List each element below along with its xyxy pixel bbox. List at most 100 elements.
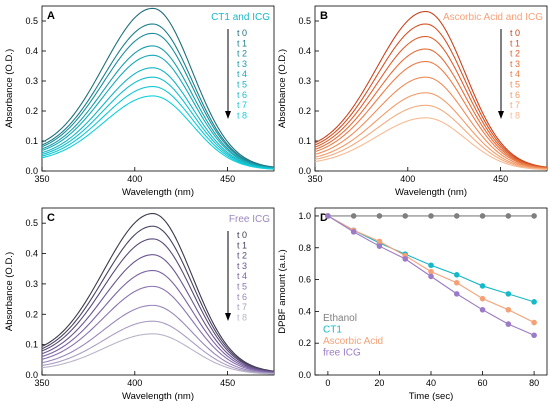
y-tick-label: 0.2 — [298, 106, 311, 116]
time-label: t 1 — [237, 38, 247, 48]
spectrum-line-6 — [41, 304, 275, 374]
time-label: t 6 — [510, 90, 520, 100]
time-label: t 3 — [237, 59, 247, 69]
spectrum-line-2 — [41, 32, 275, 169]
time-label: t 3 — [510, 59, 520, 69]
y-tick-label: 0.4 — [25, 249, 38, 259]
spectrum-line-1 — [41, 225, 275, 372]
spectrum-line-8 — [41, 95, 275, 170]
panel-c: 350 400 450 0.0 0.1 0.2 0.3 0.4 0.5 Wavelength (n… — [4, 207, 275, 402]
panel-d: 0 20 40 60 80 0.0 0.2 0.4 0.6 0.8 1.0 Time (sec) DPB… — [277, 207, 548, 402]
y-tick-label: 0.4 — [298, 306, 311, 316]
data-point — [453, 213, 460, 219]
data-point — [505, 321, 512, 327]
panel-a: 350 400 450 0.0 0.1 0.2 0.3 0.4 0.5 Wavelength (n… — [4, 5, 275, 198]
time-label: t 8 — [237, 110, 247, 120]
spectrum-line-4 — [314, 60, 548, 169]
time-label: t 4 — [510, 69, 520, 79]
data-point — [505, 213, 512, 219]
data-point — [428, 268, 434, 275]
y-tick-label: 0.4 — [298, 46, 311, 56]
legend-entry: free ICG — [323, 348, 361, 359]
time-label: t 0 — [510, 28, 520, 38]
data-point — [531, 213, 537, 219]
time-label: t 7 — [237, 302, 247, 312]
time-label: t 0 — [237, 28, 247, 38]
y-axis-label: Absorbance (O.D.) — [277, 49, 288, 128]
data-point — [505, 306, 512, 313]
x-tick-label: 40 — [426, 378, 436, 388]
data-point — [453, 272, 460, 278]
data-point — [376, 238, 383, 245]
time-label: t 2 — [510, 49, 520, 59]
x-tick-label: 350 — [34, 174, 49, 184]
data-point — [479, 295, 486, 302]
data-point — [350, 213, 357, 219]
x-tick-label: 450 — [493, 174, 508, 184]
y-tick-label: 0.4 — [25, 46, 38, 56]
time-label: t 8 — [510, 110, 520, 120]
time-label: t 5 — [237, 80, 247, 90]
spectrum-line-5 — [314, 76, 548, 170]
arrow-head — [225, 111, 231, 119]
spectrum-line-5 — [41, 67, 275, 170]
plot-frame — [314, 5, 548, 172]
y-axis-label: Absorbance (O.D.) — [4, 49, 15, 128]
spectrum-line-3 — [41, 45, 275, 169]
time-label: t 1 — [510, 38, 520, 48]
x-axis-label: Time (sec) — [409, 391, 454, 402]
legend-entry: Ethanol — [323, 313, 357, 324]
panel-letter: B — [320, 10, 328, 22]
arrow-head — [498, 111, 504, 119]
y-tick-label: 0.5 — [298, 16, 311, 26]
y-tick-label: 0.3 — [25, 279, 38, 289]
plot-frame — [41, 207, 275, 376]
panel-letter: C — [47, 212, 55, 224]
y-tick-label: 0.2 — [298, 338, 311, 348]
spectrum-line-7 — [41, 86, 275, 170]
time-label: t 2 — [237, 49, 247, 59]
spectrum-line-6 — [41, 76, 275, 170]
x-axis-label: Wavelength (nm) — [122, 187, 194, 198]
y-tick-label: 0.0 — [298, 370, 311, 380]
time-label: t 6 — [237, 90, 247, 100]
x-tick-label: 60 — [478, 378, 488, 388]
spectrum-line-0 — [314, 10, 548, 168]
y-tick-label: 0.0 — [25, 370, 38, 380]
data-point — [428, 262, 434, 269]
data-point — [505, 291, 512, 297]
x-tick-label: 450 — [220, 174, 235, 184]
time-label: t 4 — [237, 271, 247, 281]
y-tick-label: 0.8 — [298, 243, 311, 253]
y-tick-label: 0.3 — [25, 76, 38, 86]
time-label: t 1 — [237, 240, 247, 250]
x-tick-label: 450 — [220, 378, 235, 388]
time-label: t 7 — [510, 100, 520, 110]
x-tick-label: 0 — [325, 378, 330, 388]
spectrum-line-2 — [41, 238, 275, 373]
data-point — [402, 256, 409, 262]
time-label: t 8 — [237, 312, 247, 322]
spectrum-line-4 — [41, 269, 275, 374]
data-point — [453, 279, 460, 286]
data-point — [531, 319, 537, 326]
data-point — [428, 273, 434, 280]
y-tick-label: 0.5 — [25, 218, 38, 228]
data-point — [479, 213, 486, 219]
spectrum-line-1 — [41, 23, 275, 169]
data-point — [376, 213, 383, 219]
panel-b: 350 400 450 0.0 0.1 0.2 0.3 0.4 0.5 Wavelength (n… — [277, 5, 548, 198]
data-point — [479, 306, 486, 313]
panel-letter: A — [47, 10, 55, 22]
series-line-1 — [327, 215, 535, 303]
spectrum-line-7 — [41, 320, 275, 375]
legend-title: CT1 and ICG — [211, 12, 270, 23]
legend-entry: CT1 — [323, 325, 342, 336]
y-tick-label: 0.0 — [298, 166, 311, 176]
data-point — [531, 299, 537, 305]
spectrum-line-8 — [41, 333, 275, 375]
x-axis-label: Wavelength (nm) — [395, 187, 467, 198]
spectrum-line-4 — [41, 54, 275, 169]
time-label: t 5 — [510, 80, 520, 90]
